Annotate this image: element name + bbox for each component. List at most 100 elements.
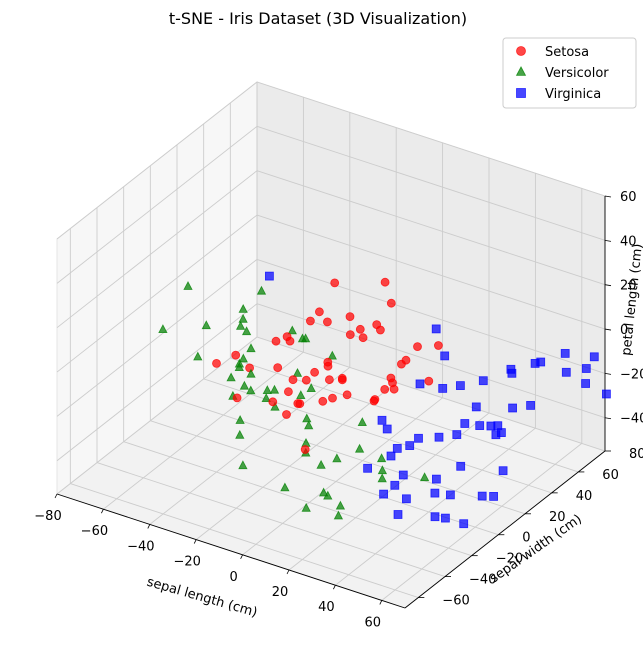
virginica-point [393,510,403,519]
setosa-point [386,373,396,383]
versicolor-point [234,362,244,372]
virginica-point [460,419,470,428]
grid-line-x [335,427,536,586]
setosa-point [330,278,340,288]
grid-line-z [256,125,606,241]
grid-line-x [288,412,490,571]
virginica-point [561,367,571,377]
virginica-point [431,474,441,484]
grid-line-z [256,258,606,374]
z-tick-mark [604,417,612,420]
versicolor-point [301,502,311,512]
setosa-point [386,298,396,308]
setosa-point [282,410,291,419]
y-tick-label: 80 [629,447,643,462]
versicolor-point [376,453,387,463]
z-tick-label: 0 [620,323,628,338]
grid-line-z [256,303,606,419]
versicolor-point [354,443,365,453]
x-tick-mark [54,493,58,499]
setosa-point [401,355,411,365]
tick-labels: −80−60−40−200204060−60−40−20020406080−40… [34,190,643,630]
virginica-point [496,428,506,438]
versicolor-point [158,324,168,334]
grid-line-x [56,336,258,495]
versicolor-point [201,320,211,330]
setosa-point [231,350,241,360]
x-tick-label: −60 [81,524,108,539]
setosa-point [355,324,365,334]
virginica-point [477,491,487,501]
virginica-point [379,489,389,499]
x-tick-mark [333,585,336,590]
chart-title: t-SNE - Iris Dataset (3D Visualization) [169,9,467,28]
z-tick-mark [604,239,612,242]
versicolor-point [226,372,236,382]
x-tick-mark [240,554,243,559]
virginica-point [430,488,440,498]
setosa-point [324,375,334,385]
versicolor-point [262,385,272,395]
virginica-point [471,402,481,412]
versicolor-point [306,383,316,393]
versicolor-point [333,510,344,520]
setosa-point [345,312,355,322]
virginica-point [581,379,590,388]
legend-label-setosa: Setosa [545,45,589,60]
x-axis-line [56,493,406,609]
grid-line-y [123,441,472,557]
virginica-point [452,430,462,440]
setosa-point [288,375,298,385]
setosa-point [268,397,278,407]
virginica-point [498,466,508,476]
legend-box [502,37,637,109]
axis-lines [54,195,612,609]
setosa-point [328,393,337,403]
virginica-point [401,494,411,504]
grid-line-y [96,462,446,578]
virginica-point [440,351,450,361]
setosa-point [282,332,292,342]
versicolor-point [238,353,248,363]
versicolor-point [296,390,306,400]
versicolor-point [235,320,246,330]
virginica-point [581,364,591,373]
setosa-point [413,342,422,352]
z-tick-mark [604,372,612,375]
setosa-point [232,393,242,403]
setosa-point [337,373,347,383]
setosa-point [424,376,434,386]
versicolor-point [377,465,388,475]
z-tick-label: 40 [620,234,637,249]
virginica-point [602,389,611,399]
x-tick-label: 20 [272,585,289,600]
versicolor-point [246,385,256,395]
grid-line-z [256,81,606,197]
z-tick-label: −40 [620,412,643,427]
z-tick-label: −20 [620,367,643,382]
versicolor-point [238,313,248,323]
setosa-point [271,336,281,346]
virginica-point [390,480,400,490]
y-tick-label: 0 [522,531,530,546]
virginica-point [440,513,450,523]
versicolor-point [256,285,267,295]
setosa-point [305,316,315,326]
versicolor-point [323,490,333,500]
versicolor-point [261,393,271,403]
x-tick-label: −40 [127,539,154,554]
grid-line-x [103,351,304,510]
virginica-point [445,490,455,500]
virginica-point [508,403,518,413]
legend-marker-virginica [516,88,526,98]
x-tick-mark [147,524,151,529]
grid-line-z [56,125,258,284]
versicolor-point [238,460,248,470]
grid-line-x [195,382,397,540]
legend-marker-versicolor [515,66,527,76]
versicolor-point [357,417,367,427]
setosa-point [273,363,283,373]
y-tick-label: 60 [602,468,619,483]
virginica-point [507,368,517,378]
setosa-point [358,333,368,343]
